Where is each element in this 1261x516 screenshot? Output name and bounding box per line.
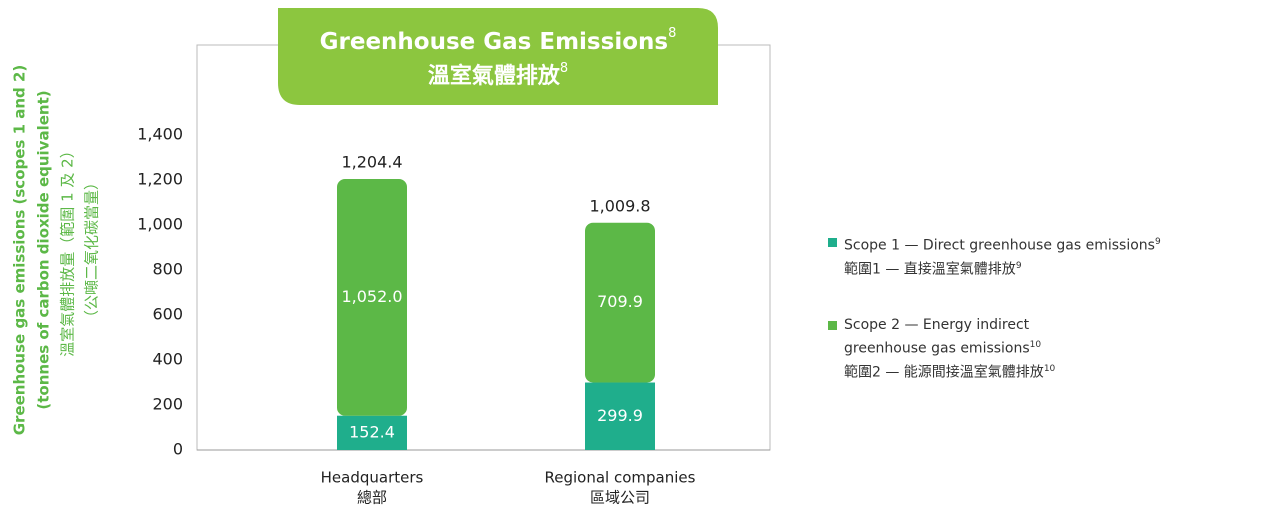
y-axis-label: 溫室氣體排放量（範圍 1 及 2） [59,143,77,356]
y-tick-label: 200 [152,395,183,414]
legend-name-text: Scope 2 — Energy indirect greenhouse gas… [844,317,1030,357]
y-tick-label: 400 [152,350,183,369]
value-label: 1,052.0 [341,287,402,306]
legend-footnote: 10 [1043,363,1056,374]
legend-name-zh: 範圍1 — 直接溫室氣體排放9 [844,256,1161,280]
y-tick-label: 1,000 [137,215,183,234]
total-label: 1,204.4 [341,153,402,172]
y-tick-label: 0 [173,440,183,459]
legend-swatch [828,238,837,247]
legend-name-zh-text: 範圍2 — 能源間接溫室氣體排放 [844,364,1044,381]
legend-name: Scope 2 — Energy indirect greenhouse gas… [844,315,1104,359]
title-box [278,8,718,105]
y-tick-label: 1,200 [137,170,183,189]
value-label: 709.9 [597,292,643,311]
legend-footnote: 10 [1029,340,1042,350]
bar-segment [337,415,407,450]
legend-item: Scope 2 — Energy indirect greenhouse gas… [828,315,1104,382]
title-zh-text: 溫室氣體排放 [428,63,561,89]
x-tick-label: Regional companies [545,469,696,487]
title-footnote: 8 [668,26,676,41]
legend-footnote: 9 [1015,260,1022,271]
x-tick-label-zh: 區域公司 [590,489,650,507]
legend-footnote: 9 [1154,237,1161,247]
bar-segment [337,179,407,416]
legend-text: Scope 2 — Energy indirect greenhouse gas… [844,315,1104,382]
plot-frame [196,44,771,451]
y-tick-label: 800 [152,260,183,279]
legend-name-text: Scope 1 — Direct greenhouse gas emission… [844,237,1155,254]
y-axis-label: (tonnes of carbon dioxide equivalent) [35,90,53,409]
chart-title-zh: 溫室氣體排放8 [428,61,568,90]
legend-swatch [828,321,837,330]
legend-name-zh-text: 範圍1 — 直接溫室氣體排放 [844,261,1016,278]
bar-segment [585,222,655,383]
legend-name: Scope 1 — Direct greenhouse gas emission… [844,232,1161,256]
chart-title: Greenhouse Gas Emissions8 [320,26,677,55]
legend-text: Scope 1 — Direct greenhouse gas emission… [844,232,1161,279]
legend-name-zh: 範圍2 — 能源間接溫室氣體排放10 [844,359,1104,383]
y-axis-label: Greenhouse gas emissions (scopes 1 and 2… [11,65,29,436]
x-tick-label-zh: 總部 [357,489,387,507]
total-label: 1,009.8 [589,196,650,215]
x-tick-label: Headquarters [321,469,424,487]
value-label: 299.9 [597,406,643,425]
title-footnote: 8 [560,61,568,76]
bar-segment [585,382,655,450]
y-tick-label: 600 [152,305,183,324]
y-axis-label: （公噸二氧化碳當量） [83,175,101,325]
title-text: Greenhouse Gas Emissions [320,29,668,55]
y-tick-label: 1,400 [137,125,183,144]
value-label: 152.4 [349,422,395,441]
legend-item: Scope 1 — Direct greenhouse gas emission… [828,232,1161,279]
